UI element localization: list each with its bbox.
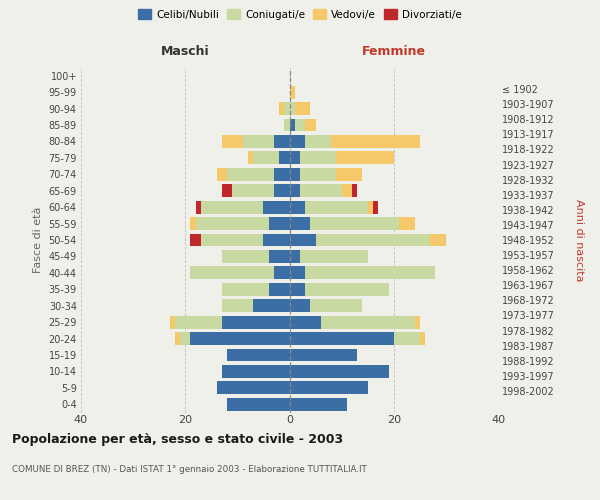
Bar (222, 135, 242, 148)
Bar (274, 184, 290, 197)
Bar (290, 398, 347, 410)
Bar (263, 234, 290, 246)
Bar (295, 118, 305, 132)
Bar (290, 382, 368, 394)
Y-axis label: Fasce di età: Fasce di età (33, 207, 43, 273)
Bar (222, 365, 290, 378)
Bar (394, 332, 420, 345)
Bar (290, 250, 300, 263)
Bar (248, 152, 253, 164)
Bar (274, 168, 290, 180)
Bar (341, 184, 352, 197)
Bar (284, 102, 290, 115)
Bar (399, 217, 415, 230)
Bar (290, 200, 305, 213)
Bar (373, 200, 378, 213)
Bar (415, 316, 420, 328)
Bar (300, 184, 341, 197)
Bar (263, 200, 290, 213)
Bar (300, 168, 337, 180)
Bar (196, 200, 201, 213)
Bar (331, 135, 420, 148)
Bar (290, 118, 295, 132)
Bar (300, 250, 368, 263)
Bar (290, 300, 310, 312)
Bar (337, 168, 362, 180)
Bar (310, 300, 362, 312)
Bar (305, 118, 316, 132)
Bar (279, 102, 284, 115)
Bar (253, 152, 279, 164)
Bar (269, 217, 290, 230)
Bar (337, 152, 394, 164)
Bar (232, 184, 274, 197)
Bar (190, 217, 196, 230)
Bar (222, 283, 269, 296)
Bar (170, 316, 175, 328)
Bar (227, 398, 290, 410)
Bar (274, 135, 290, 148)
Legend: Celibi/Nubili, Coniugati/e, Vedovi/e, Divorziati/e: Celibi/Nubili, Coniugati/e, Vedovi/e, Di… (134, 5, 466, 24)
Bar (305, 135, 331, 148)
Bar (222, 250, 269, 263)
Bar (222, 300, 253, 312)
Bar (190, 332, 290, 345)
Bar (420, 332, 425, 345)
Bar (284, 118, 290, 132)
Bar (190, 234, 201, 246)
Bar (175, 316, 222, 328)
Bar (242, 135, 274, 148)
Bar (290, 135, 305, 148)
Bar (300, 152, 337, 164)
Bar (274, 266, 290, 280)
Bar (290, 283, 305, 296)
Bar (321, 316, 415, 328)
Bar (253, 300, 290, 312)
Bar (175, 332, 180, 345)
Bar (305, 266, 436, 280)
Text: Femmine: Femmine (362, 46, 426, 59)
Bar (316, 234, 430, 246)
Bar (310, 217, 399, 230)
Bar (295, 102, 310, 115)
Text: Popolazione per età, sesso e stato civile - 2003: Popolazione per età, sesso e stato civil… (12, 432, 343, 446)
Bar (290, 168, 300, 180)
Bar (217, 382, 290, 394)
Bar (217, 168, 227, 180)
Bar (180, 332, 190, 345)
Bar (290, 86, 295, 98)
Bar (196, 217, 269, 230)
Bar (279, 152, 290, 164)
Bar (290, 266, 305, 280)
Bar (290, 184, 300, 197)
Bar (305, 200, 368, 213)
Bar (290, 348, 357, 362)
Bar (290, 332, 394, 345)
Bar (290, 152, 300, 164)
Bar (201, 234, 263, 246)
Bar (222, 316, 290, 328)
Bar (227, 348, 290, 362)
Bar (227, 168, 274, 180)
Bar (430, 234, 446, 246)
Bar (190, 266, 274, 280)
Bar (290, 316, 321, 328)
Bar (290, 365, 389, 378)
Text: Maschi: Maschi (161, 46, 209, 59)
Bar (201, 200, 263, 213)
Text: COMUNE DI BREZ (TN) - Dati ISTAT 1° gennaio 2003 - Elaborazione TUTTITALIA.IT: COMUNE DI BREZ (TN) - Dati ISTAT 1° genn… (12, 466, 367, 474)
Bar (222, 184, 232, 197)
Bar (305, 283, 389, 296)
Bar (368, 200, 373, 213)
Y-axis label: Anni di nascita: Anni di nascita (574, 198, 584, 281)
Bar (290, 234, 316, 246)
Bar (352, 184, 357, 197)
Bar (290, 102, 295, 115)
Bar (269, 250, 290, 263)
Bar (269, 283, 290, 296)
Bar (290, 217, 310, 230)
